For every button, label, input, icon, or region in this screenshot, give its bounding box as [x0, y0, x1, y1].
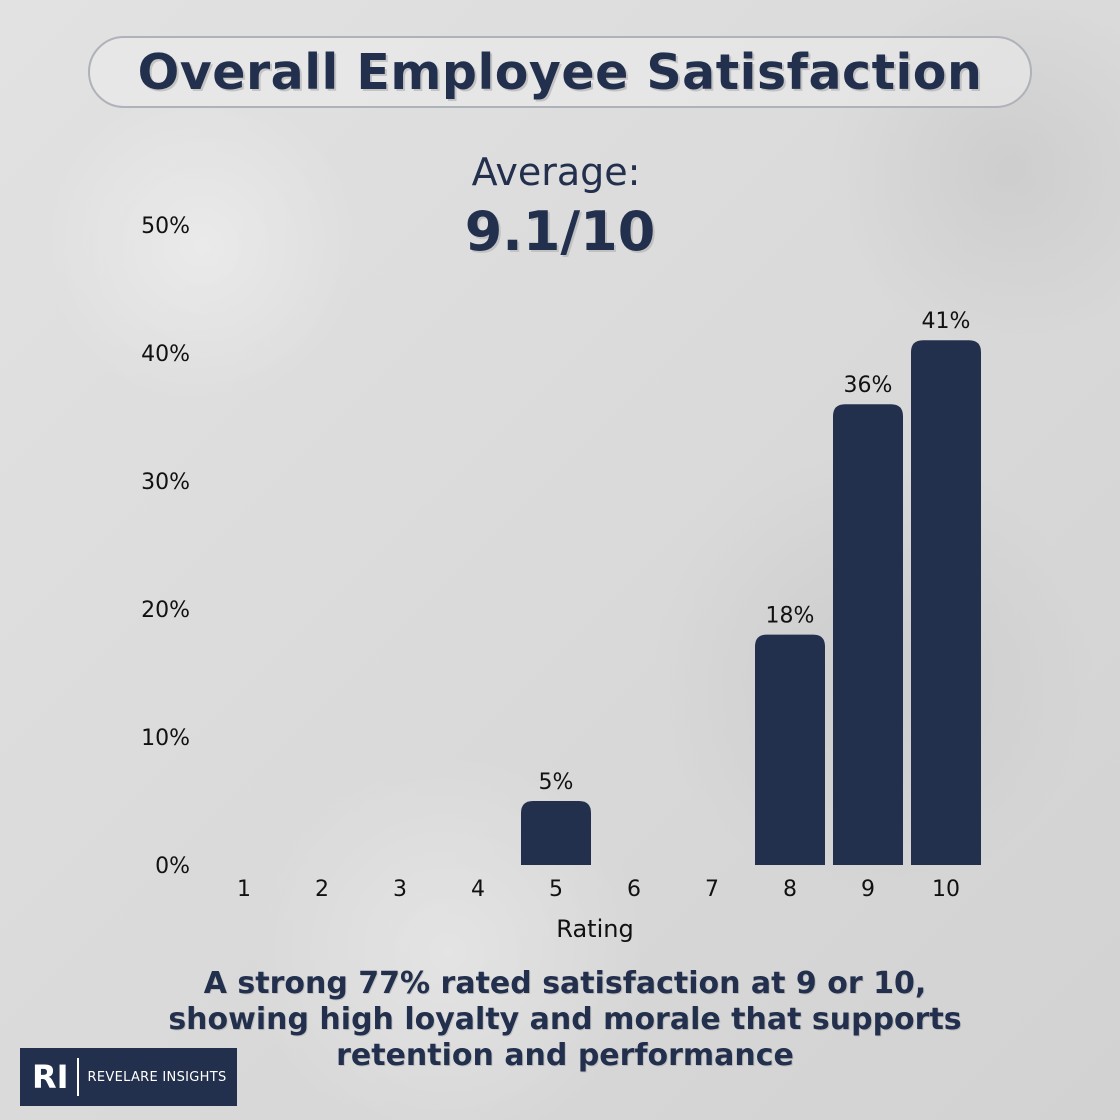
x-tick-label: 10	[932, 877, 960, 902]
y-tick-label: 10%	[141, 726, 190, 751]
bar	[521, 801, 591, 865]
data-label: 41%	[922, 309, 971, 334]
x-tick-label: 9	[861, 877, 875, 902]
summary-line-1: A strong 77% rated satisfaction at 9 or …	[203, 966, 927, 1001]
data-label: 5%	[539, 770, 574, 795]
summary-line-3: retention and performance	[336, 1038, 794, 1073]
summary-line-2: showing high loyalty and morale that sup…	[168, 1002, 962, 1037]
y-tick-label: 20%	[141, 598, 190, 623]
x-tick-label: 5	[549, 877, 563, 902]
page-title: Overall Employee Satisfaction	[137, 43, 983, 101]
y-tick-label: 30%	[141, 470, 190, 495]
data-label: 36%	[844, 373, 893, 398]
x-tick-label: 2	[315, 877, 329, 902]
title-box: Overall Employee Satisfaction	[88, 36, 1032, 108]
bar-chart: 0% 10% 20% 30% 40% 50% 1 2 3 4 5% 5 6 7 18% 8 36% 9 41% 10 R…	[141, 214, 981, 943]
x-tick-label: 3	[393, 877, 407, 902]
x-tick-label: 6	[627, 877, 641, 902]
x-axis-label: Rating	[556, 915, 633, 943]
data-label: 18%	[766, 604, 815, 629]
y-tick-label: 50%	[141, 214, 190, 239]
average-value: 9.1/10	[464, 200, 656, 263]
x-tick-label: 1	[237, 877, 251, 902]
logo-text: REVELARE INSIGHTS	[87, 1069, 227, 1085]
logo-mark: RI	[32, 1058, 69, 1096]
x-tick-label: 8	[783, 877, 797, 902]
summary-text: A strong 77% rated satisfaction at 9 or …	[100, 966, 1030, 1074]
y-tick-label: 0%	[155, 854, 190, 879]
x-tick-label: 4	[471, 877, 485, 902]
bar	[755, 634, 825, 865]
bar	[911, 340, 981, 865]
average-label: Average:	[471, 150, 641, 194]
brand-logo: RI REVELARE INSIGHTS	[20, 1048, 237, 1106]
x-tick-label: 7	[705, 877, 719, 902]
logo-divider	[76, 1058, 79, 1096]
bar	[833, 404, 903, 865]
y-tick-label: 40%	[141, 342, 190, 367]
